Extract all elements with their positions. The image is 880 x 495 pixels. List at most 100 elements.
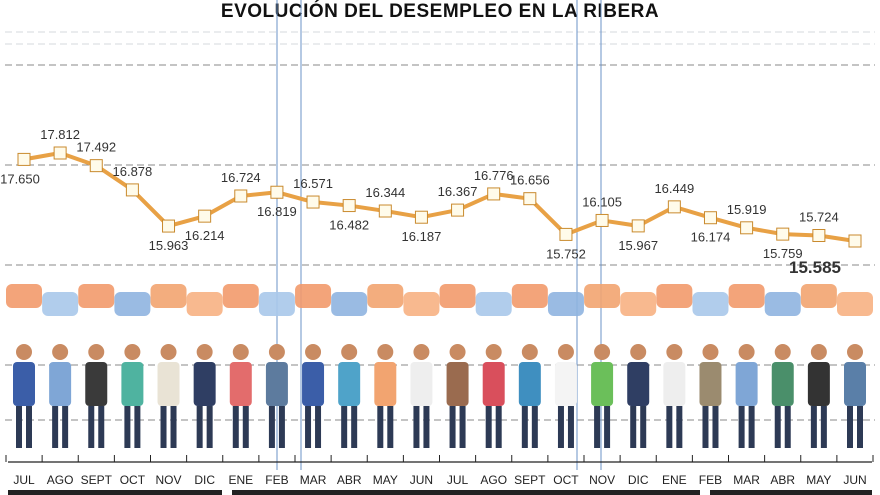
speech-bubble: [367, 284, 404, 308]
person-body: [193, 362, 216, 406]
person-leg: [134, 406, 141, 448]
person-leg: [557, 406, 564, 448]
person-leg: [387, 406, 394, 448]
person-head: [16, 344, 32, 360]
person-body: [410, 362, 433, 406]
person-body: [699, 362, 722, 406]
person-head: [594, 344, 611, 360]
person-leg: [16, 406, 22, 448]
speech-bubble: [403, 292, 440, 316]
person-leg: [820, 406, 827, 448]
person-leg: [604, 406, 611, 448]
data-point: [234, 189, 248, 203]
speech-bubble: [764, 292, 801, 316]
person-body: [374, 362, 397, 406]
data-point: [559, 227, 573, 241]
person-leg: [98, 406, 105, 448]
person-head: [124, 344, 141, 360]
person-leg: [748, 406, 755, 448]
data-point: [89, 159, 103, 173]
data-label: 16.482: [329, 218, 369, 233]
speech-bubble: [511, 284, 548, 308]
data-label: 17.650: [0, 171, 40, 186]
data-label: 17.492: [76, 140, 116, 155]
year-bar: [232, 490, 700, 495]
person-body: [663, 362, 686, 406]
person-head: [738, 344, 755, 360]
person-body: [518, 362, 541, 406]
x-tick-label: SEPT: [81, 473, 113, 487]
person-head: [666, 344, 683, 360]
person-head: [88, 344, 105, 360]
person-body: [771, 362, 794, 406]
speech-bubble: [728, 284, 765, 308]
data-point: [198, 209, 212, 223]
person-head: [377, 344, 394, 360]
data-label: 15.724: [799, 210, 839, 225]
person-body: [13, 362, 35, 406]
data-point: [53, 146, 67, 160]
speech-bubble: [222, 284, 259, 308]
speech-bubble: [78, 284, 115, 308]
data-point: [270, 185, 284, 199]
data-label: 15.759: [763, 246, 803, 261]
data-label: 16.187: [402, 229, 442, 244]
data-point: [342, 199, 356, 213]
x-tick-label: SEPT: [514, 473, 546, 487]
person-head: [52, 344, 69, 360]
speech-bubble: [331, 292, 368, 316]
chart-title: EVOLUCIÓN DEL DESEMPLEO EN LA RIBERA: [220, 1, 660, 22]
x-tick-label: ENE: [662, 473, 687, 487]
person-body: [121, 362, 144, 406]
person-leg: [52, 406, 59, 448]
speech-bubble: [258, 292, 295, 316]
data-label: 16.214: [185, 228, 225, 243]
x-tick-label: ABR: [337, 473, 362, 487]
data-label: 16.656: [510, 173, 550, 188]
person-leg: [124, 406, 131, 448]
data-label: 16.724: [221, 170, 261, 185]
person-head: [485, 344, 502, 360]
data-label: 16.878: [113, 164, 153, 179]
data-point: [17, 152, 31, 166]
data-label: 15.963: [149, 238, 189, 253]
person-leg: [315, 406, 322, 448]
data-point: [812, 229, 826, 243]
data-point: [125, 183, 139, 197]
person-leg: [26, 406, 32, 448]
person-leg: [531, 406, 538, 448]
year-bar: [710, 490, 872, 495]
data-label: 16.344: [365, 185, 405, 200]
x-tick-label: OCT: [120, 473, 146, 487]
person-leg: [630, 406, 637, 448]
x-tick-label: AGO: [47, 473, 74, 487]
speech-bubble: [42, 292, 79, 316]
speech-bubble: [295, 284, 332, 308]
data-label: 16.571: [293, 176, 333, 191]
person-head: [232, 344, 249, 360]
person-head: [702, 344, 719, 360]
person-leg: [847, 406, 853, 448]
person-body: [844, 362, 866, 406]
speech-bubble: [186, 292, 223, 316]
x-tick-label: MAR: [300, 473, 327, 487]
person-head: [413, 344, 430, 360]
person-body: [302, 362, 325, 406]
data-point: [487, 187, 501, 201]
person-head: [810, 344, 827, 360]
person-leg: [521, 406, 528, 448]
data-label: 17.812: [40, 127, 80, 142]
x-tick-label: FEB: [699, 473, 722, 487]
person-body: [85, 362, 108, 406]
person-leg: [666, 406, 673, 448]
data-label: 15.752: [546, 246, 586, 261]
x-tick-label: NOV: [589, 473, 615, 487]
person-body: [735, 362, 758, 406]
speech-bubble: [6, 284, 42, 308]
x-tick-label: DIC: [628, 473, 649, 487]
person-body: [627, 362, 650, 406]
speech-bubble: [800, 284, 837, 308]
data-point: [740, 221, 754, 235]
data-point: [378, 204, 392, 218]
person-body: [49, 362, 72, 406]
